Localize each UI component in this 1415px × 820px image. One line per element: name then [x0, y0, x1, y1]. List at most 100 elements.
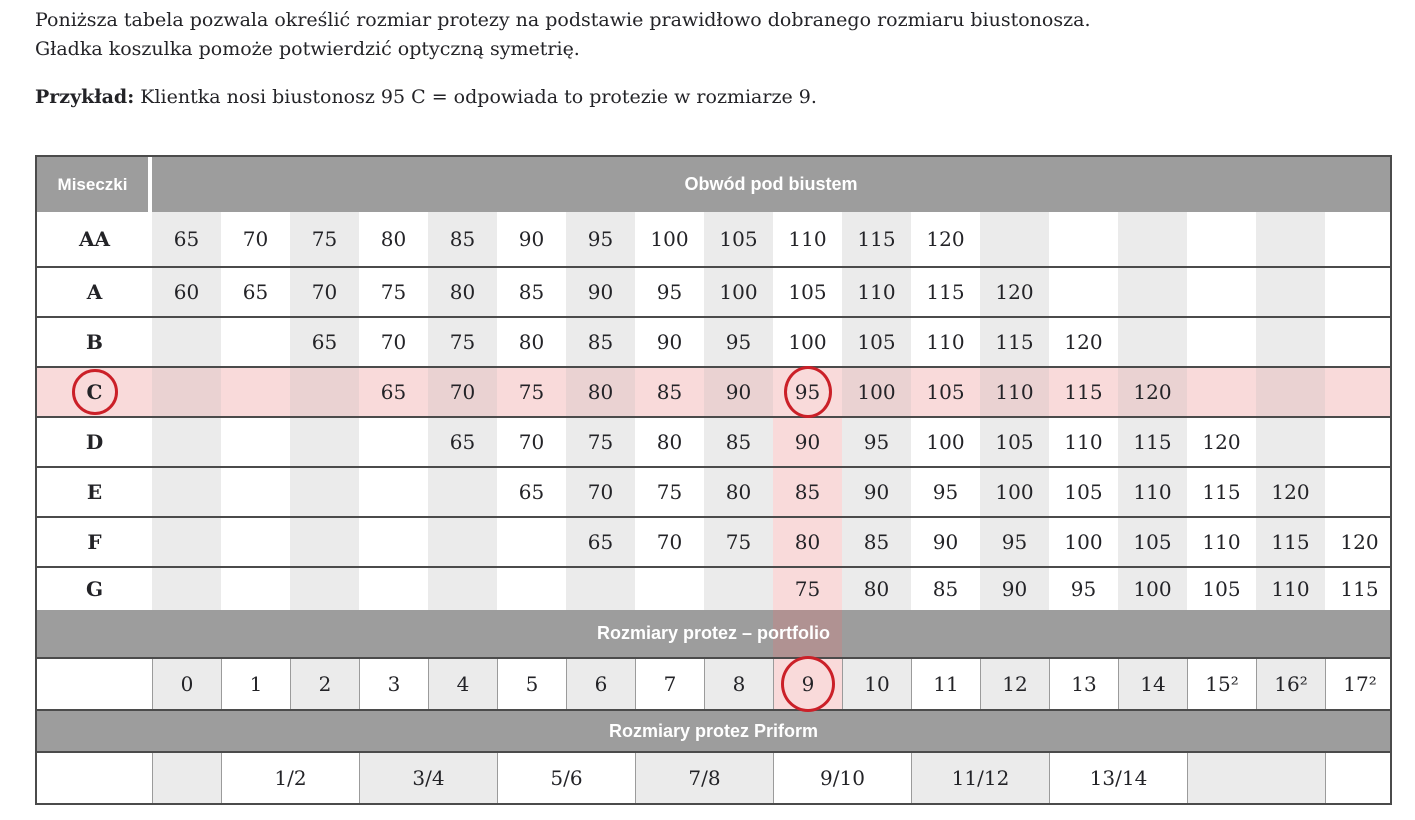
intro-paragraph: Poniższa tabela pozwala określić rozmiar…: [35, 6, 1090, 64]
empty-cell: [1118, 318, 1187, 366]
portfolio-sizes-row: 0 1 2 3 4 5 6 7 8 9 10 11 12 13 14 15² 16² 17²: [37, 656, 1390, 712]
underbust-cell: 95: [980, 518, 1049, 566]
cup-label-A: A: [86, 280, 103, 304]
underbust-cell: 95: [773, 366, 842, 418]
size-cell: 6: [566, 659, 635, 709]
underbust-cell: 110: [1202, 530, 1241, 554]
underbust-cell: 65: [290, 318, 359, 366]
underbust-cell: 105: [1118, 518, 1187, 566]
empty-cell: [428, 468, 497, 516]
empty-cell: [221, 518, 290, 566]
priform-cell: 3/4: [359, 753, 497, 803]
underbust-cell: 70: [518, 430, 545, 454]
size-cell: 2: [290, 659, 359, 709]
underbust-cell: 120: [1340, 530, 1379, 554]
underbust-cell: 90: [518, 227, 545, 251]
underbust-cell: 115: [1256, 518, 1325, 566]
cup-row-C: C 65 70 75 80 85 90 95 100 105 110 115 120: [37, 366, 1390, 418]
empty-cell: [1187, 318, 1256, 366]
underbust-cell: 85: [656, 380, 683, 404]
underbust-cell: 65: [152, 212, 221, 266]
underbust-cell: 95: [566, 212, 635, 266]
underbust-cell: 80: [773, 518, 842, 566]
empty-cell: [704, 568, 773, 610]
empty-cell: [221, 368, 290, 416]
underbust-cell: 115: [980, 318, 1049, 366]
underbust-cell: 105: [842, 318, 911, 366]
empty-cell: [1049, 268, 1118, 316]
size-cell: 16²: [1256, 659, 1325, 709]
underbust-cell: 100: [650, 227, 689, 251]
empty-cell: [290, 468, 359, 516]
underbust-cell: 70: [566, 468, 635, 516]
priform-cell: 11/12: [911, 753, 1049, 803]
priform-empty-cell: [1325, 753, 1394, 803]
cup-label-C: C: [37, 368, 152, 416]
size-cell: 17²: [1325, 659, 1394, 709]
empty-cell: [359, 518, 428, 566]
underbust-cell: 70: [380, 330, 407, 354]
underbust-cell: 70: [290, 268, 359, 316]
portfolio-band: Rozmiary protez – portfolio: [37, 610, 1390, 657]
underbust-cell: 105: [704, 212, 773, 266]
underbust-cell: 75: [518, 380, 545, 404]
cup-label-AA: AA: [78, 227, 111, 251]
underbust-cell: 80: [704, 468, 773, 516]
underbust-cell: 70: [428, 368, 497, 416]
underbust-cell: 90: [932, 530, 959, 554]
underbust-cell: 110: [980, 368, 1049, 416]
underbust-cell: 80: [428, 268, 497, 316]
underbust-cell: 100: [980, 468, 1049, 516]
size-cell: 1: [221, 659, 290, 709]
underbust-cell: 115: [1118, 418, 1187, 466]
empty-cell: [1325, 468, 1394, 516]
example-text: Klientka nosi biustonosz 95 C = odpowiad…: [134, 86, 817, 108]
size-cell: 3: [359, 659, 428, 709]
table-header-row: Miseczki Obwód pod biustem: [37, 157, 1390, 212]
underbust-cell: 120: [1256, 468, 1325, 516]
size-cell: 9: [773, 656, 842, 712]
empty-cell: [1187, 268, 1256, 316]
underbust-cell: 110: [1064, 430, 1103, 454]
portfolio-band-label: Rozmiary protez – portfolio: [596, 623, 830, 643]
underbust-cell: 80: [518, 330, 545, 354]
empty-cell: [1187, 368, 1256, 416]
underbust-cell: 105: [1202, 577, 1241, 601]
empty-cell: [290, 568, 359, 610]
cup-row-F: F 65 70 75 80 85 90 95 100 105 110 115 120: [37, 516, 1390, 566]
empty-cell: [1256, 212, 1325, 266]
empty-cell: [566, 568, 635, 610]
underbust-cell: 115: [1064, 380, 1103, 404]
pink-column-overlay: [773, 610, 842, 657]
size-cell: 7: [635, 659, 704, 709]
underbust-cell: 90: [656, 330, 683, 354]
cup-row-G: G 75 80 85 90 95 100 105 110 115: [37, 566, 1390, 610]
underbust-cell: 100: [1118, 568, 1187, 610]
priform-sizes-row: 1/2 3/4 5/6 7/8 9/10 11/12 13/14: [37, 751, 1390, 803]
priform-cell: 5/6: [497, 753, 635, 803]
empty-cell: [497, 568, 566, 610]
underbust-cell: 100: [842, 368, 911, 416]
underbust-cell: 110: [788, 227, 827, 251]
empty-cell: [1325, 318, 1394, 366]
underbust-cell: 95: [656, 280, 683, 304]
underbust-cell: 70: [656, 530, 683, 554]
empty-cell: [1118, 268, 1187, 316]
underbust-cell: 85: [566, 318, 635, 366]
underbust-header-cell: Obwód pod biustem: [684, 174, 858, 194]
empty-cell: [290, 418, 359, 466]
underbust-cell: 105: [926, 380, 965, 404]
underbust-cell: 85: [428, 212, 497, 266]
underbust-cell: 110: [842, 268, 911, 316]
underbust-cell: 115: [926, 280, 965, 304]
cup-row-A: A 60 65 70 75 80 85 90 95 100 105 110 115 120: [37, 266, 1390, 316]
size-cell: 10: [842, 659, 911, 709]
empty-cell: [1049, 212, 1118, 266]
underbust-cell: 120: [926, 227, 965, 251]
size-cell: 0: [152, 659, 221, 709]
empty-cell: [980, 212, 1049, 266]
underbust-cell: 115: [1202, 480, 1241, 504]
empty-cell: [152, 468, 221, 516]
size-cell: 5: [497, 659, 566, 709]
empty-cell: [359, 568, 428, 610]
